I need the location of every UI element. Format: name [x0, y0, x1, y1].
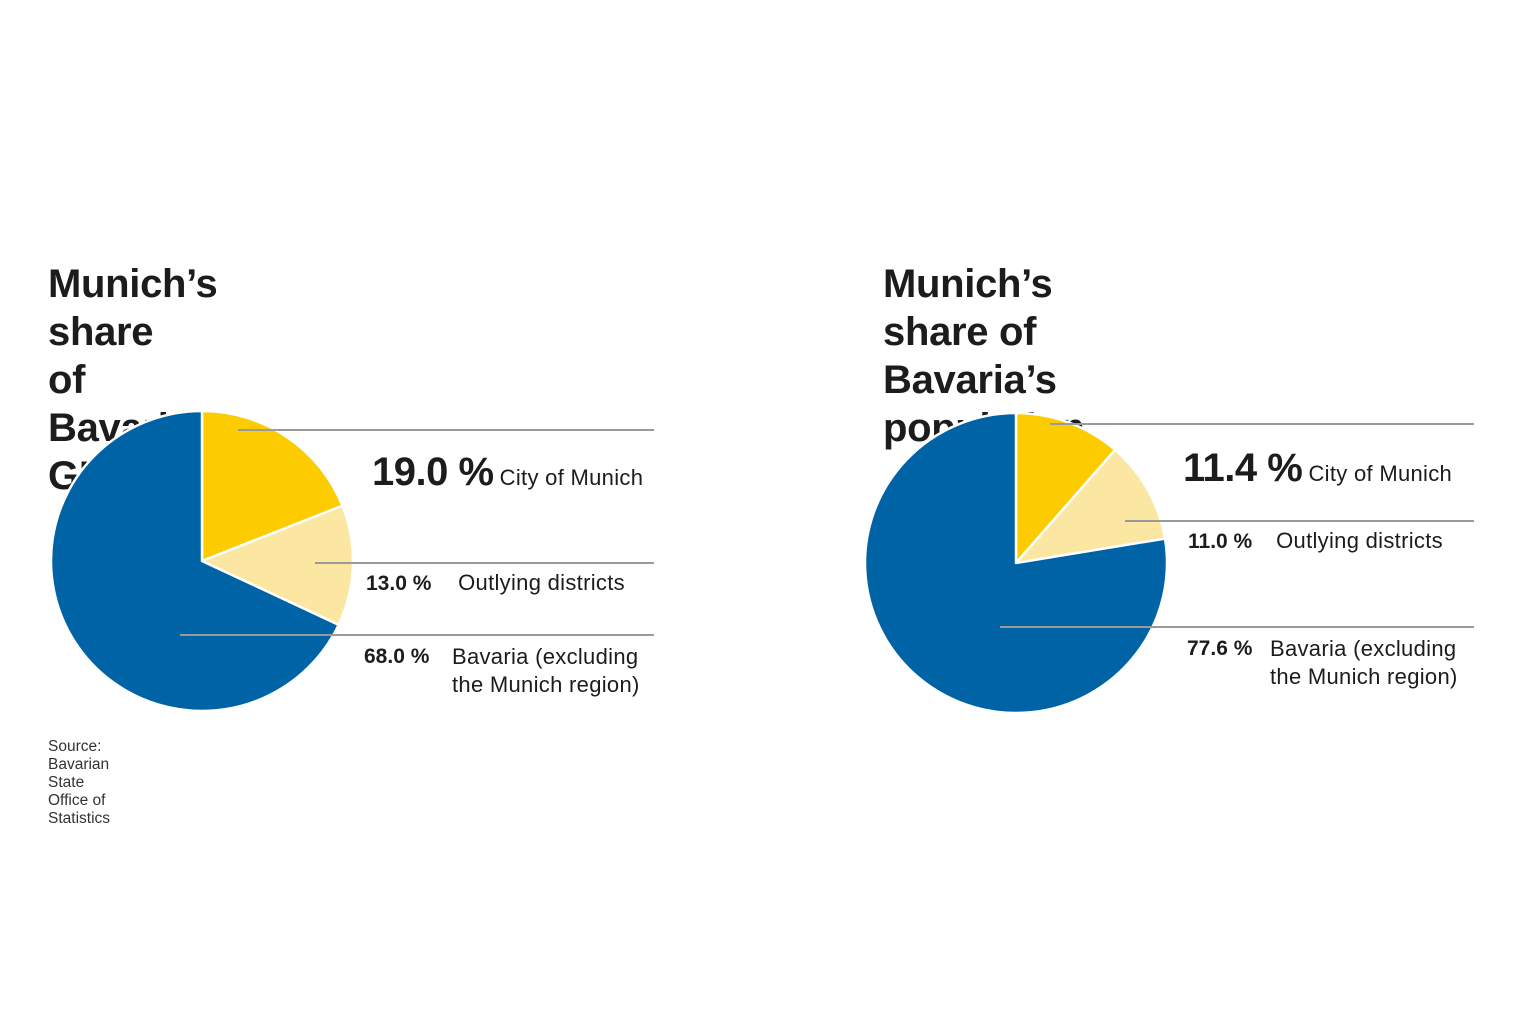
gdp-outlying-label: 13.0 % Outlying districts: [366, 570, 625, 596]
bavaria-leader-line: [1000, 626, 1474, 628]
pie-slice-outlying-districts: [1014, 448, 1167, 565]
pie-slice-city-of-munich: [200, 410, 344, 563]
pie-slice-outlying-districts: [200, 504, 355, 627]
pie-slice-bavaria-excluding-the-munich-region: [50, 410, 340, 713]
population-city-text: City of Munich: [1308, 461, 1453, 486]
gdp-pie-chart: [50, 410, 355, 713]
population-bavaria-text-line2: the Munich region): [1270, 664, 1458, 689]
gdp-bavaria-pct: 68.0 %: [364, 645, 430, 668]
population-outlying-text: Outlying districts: [1276, 528, 1443, 553]
gdp-bavaria-label: 68.0 % Bavaria (excluding the Munich reg…: [364, 643, 640, 699]
gdp-outlying-pct: 13.0 %: [366, 572, 432, 595]
pie-slice-bavaria-excluding-the-munich-region: [864, 412, 1169, 715]
city-leader-line: [238, 429, 654, 431]
gdp-city-label: 19.0 % City of Munich: [372, 450, 643, 495]
population-city-label: 11.4 % City of Munich: [1183, 446, 1452, 491]
gdp-bavaria-text-line2: the Munich region): [452, 672, 640, 697]
population-outlying-label: 11.0 % Outlying districts: [1188, 528, 1443, 554]
population-bavaria-text-line1: Bavaria (excluding: [1270, 636, 1457, 661]
population-bavaria-label: 77.6 % Bavaria (excluding the Munich reg…: [1187, 635, 1458, 691]
gdp-bavaria-text-line1: Bavaria (excluding: [452, 644, 639, 669]
source-note: Source: Bavarian State Office of Statist…: [48, 738, 111, 827]
city-leader-line: [1050, 423, 1474, 425]
population-bavaria-pct: 77.6 %: [1187, 637, 1253, 660]
gdp-city-pct: 19.0 %: [372, 450, 494, 494]
bavaria-leader-line: [180, 634, 654, 636]
outlying-leader-line: [1125, 520, 1474, 522]
population-city-pct: 11.4 %: [1183, 446, 1303, 490]
gdp-city-text: City of Munich: [499, 465, 644, 490]
gdp-title-line1: Munich’s share: [48, 262, 218, 354]
outlying-leader-line: [315, 562, 654, 564]
pie-slice-city-of-munich: [1014, 412, 1117, 565]
population-title-line1: Munich’s share of: [883, 262, 1053, 354]
population-pie-chart: [864, 412, 1169, 715]
population-outlying-pct: 11.0 %: [1188, 530, 1253, 553]
gdp-outlying-text: Outlying districts: [458, 570, 625, 595]
